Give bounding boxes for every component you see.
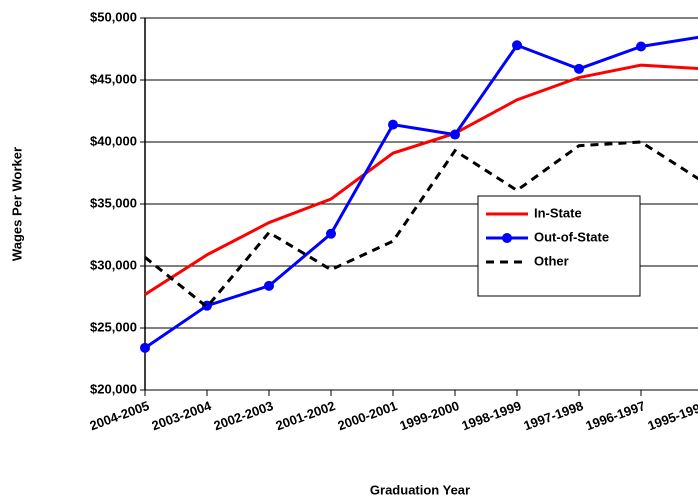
marker [140, 342, 150, 353]
y-tick-label: $45,000 [90, 71, 137, 86]
y-tick-label: $35,000 [90, 195, 137, 210]
y-tick-label: $30,000 [90, 257, 137, 272]
series-line [144, 35, 698, 350]
legend-marker [502, 233, 512, 243]
marker [388, 119, 398, 130]
marker [450, 129, 460, 140]
legend: In-State Out-of-State Other [477, 195, 641, 297]
y-tick-label: $25,000 [90, 319, 137, 334]
x-tick-label: 2004-2005 [88, 398, 152, 433]
marker [512, 40, 522, 51]
x-tick-label: 1997-1998 [522, 398, 586, 433]
x-tick-label: 1998-1999 [460, 398, 524, 433]
legend-label: Other [534, 253, 569, 268]
x-tick-label: 1995-1996 [646, 398, 698, 433]
y-axis-title: Wages Per Worker [9, 147, 24, 261]
x-tick-label: 2001-2002 [274, 398, 338, 433]
x-tick-label: 2002-2003 [212, 398, 276, 433]
series-line [144, 140, 698, 310]
x-axis-title: Graduation Year [370, 482, 470, 497]
marker [574, 63, 584, 74]
y-tick-label: $20,000 [90, 381, 137, 396]
series-line [144, 63, 698, 296]
x-tick-label: 1999-2000 [398, 398, 462, 433]
y-tick-label: $50,000 [90, 9, 137, 24]
marker [326, 228, 336, 239]
y-tick-label: $40,000 [90, 133, 137, 148]
x-tick-label: 1996-1997 [584, 398, 648, 433]
x-tick-label: 2000-2001 [336, 398, 400, 433]
marker [264, 280, 274, 291]
x-tick-label: 2003-2004 [150, 398, 214, 434]
legend-label: Out-of-State [534, 229, 609, 244]
legend-label: In-State [534, 205, 582, 220]
marker [636, 41, 646, 52]
